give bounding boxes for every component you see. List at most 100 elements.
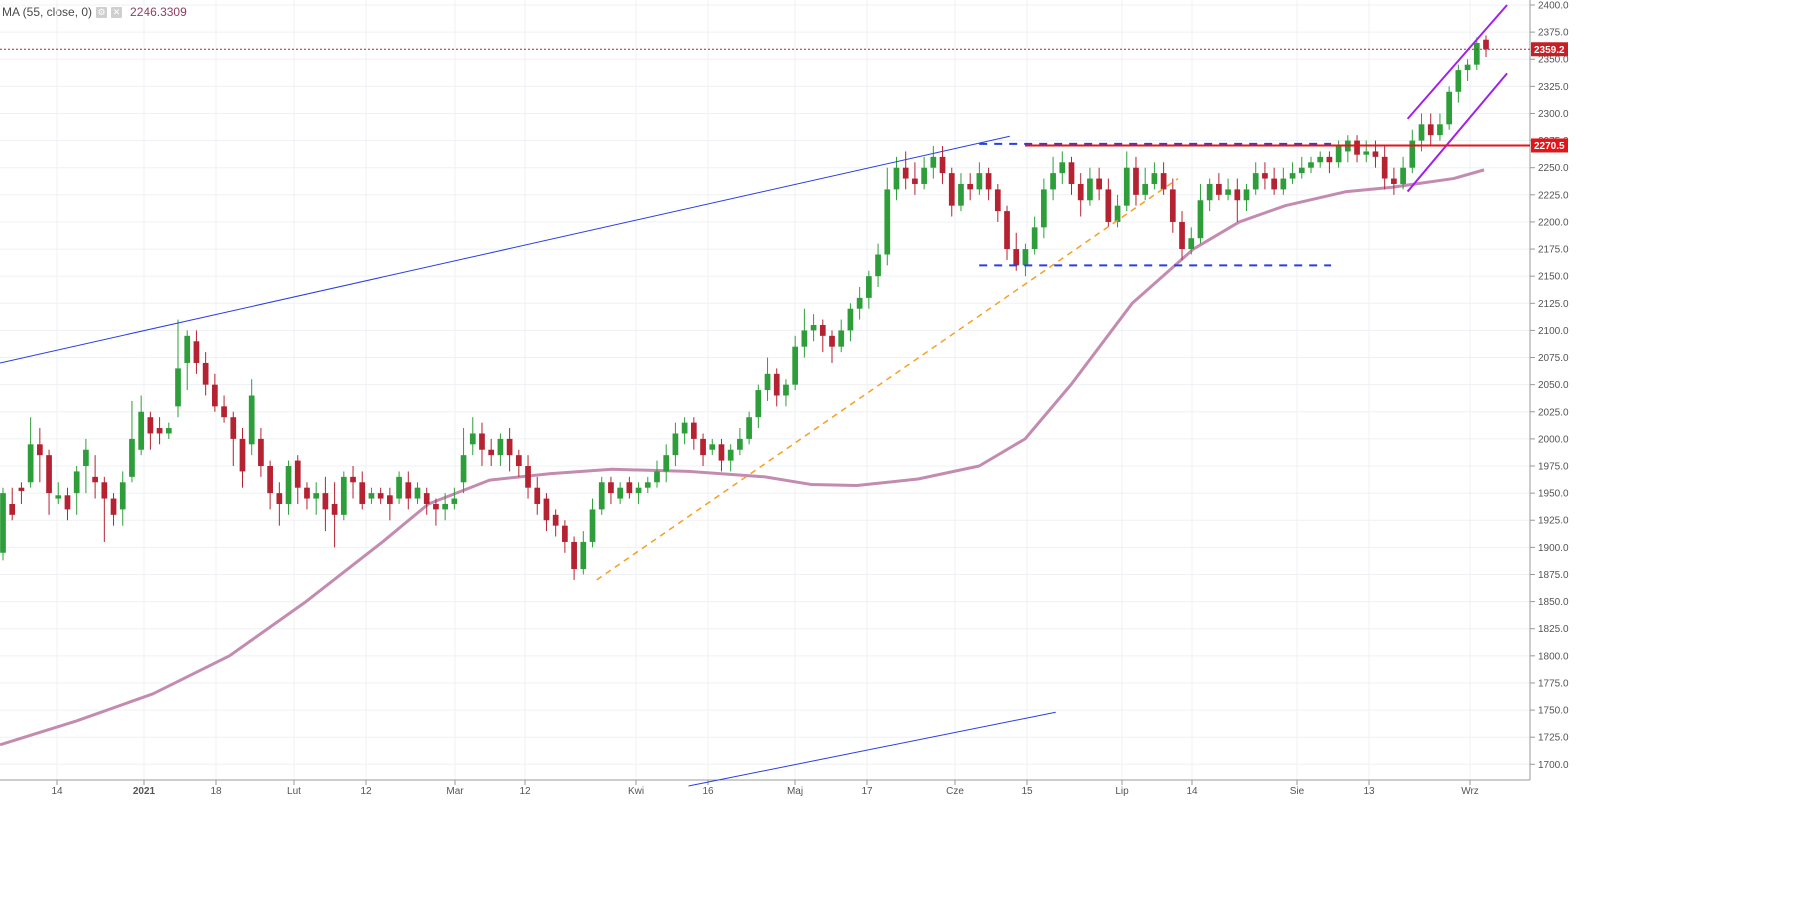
y-tick-label: 2225.0 <box>1538 190 1569 201</box>
candle-body <box>294 460 301 488</box>
candle-body <box>1004 211 1010 250</box>
candle-body <box>359 482 366 504</box>
candle-body <box>1105 189 1112 222</box>
candle-body <box>1206 183 1213 201</box>
y-tick-label: 2250.0 <box>1538 163 1569 174</box>
x-tick-label: 15 <box>1021 786 1033 797</box>
candle-body <box>1271 178 1277 190</box>
candle-body <box>1409 140 1416 168</box>
candle-body <box>709 444 716 450</box>
candle-body <box>764 373 771 391</box>
y-tick-label: 1850.0 <box>1538 597 1569 608</box>
candle-body <box>239 438 246 472</box>
candle-body <box>543 498 550 521</box>
candle-body <box>718 444 725 461</box>
candle-body <box>1022 249 1029 266</box>
candle-body <box>654 471 660 483</box>
price-tag-label: 2359.2 <box>1534 45 1565 56</box>
candle-body <box>1077 183 1084 201</box>
candle-body <box>1252 173 1259 190</box>
y-tick-label: 1800.0 <box>1538 651 1569 662</box>
candle-body <box>212 384 218 407</box>
candle-body <box>1280 178 1287 190</box>
candle-body <box>939 156 946 174</box>
candle-body <box>810 324 817 331</box>
candle-body <box>534 487 541 504</box>
candle-body <box>1437 124 1443 136</box>
settings-icon[interactable]: ⚙ <box>96 6 108 18</box>
candle-body <box>921 167 927 184</box>
y-tick-label: 2325.0 <box>1538 82 1569 93</box>
candle-body <box>635 487 642 494</box>
y-tick-label: 2350.0 <box>1538 55 1569 66</box>
candle-body <box>138 411 145 450</box>
candle-body <box>598 482 605 510</box>
y-tick-label: 2050.0 <box>1538 380 1569 391</box>
candle-body <box>1068 162 1075 184</box>
x-tick-label: 17 <box>861 786 873 797</box>
candle-body <box>340 476 347 515</box>
candle-body <box>515 455 522 467</box>
candle-body <box>672 433 679 456</box>
x-tick-label: 12 <box>519 786 531 797</box>
candle-body <box>1151 173 1158 184</box>
candle-body <box>1308 162 1314 168</box>
y-tick-label: 2200.0 <box>1538 217 1569 228</box>
candle-body <box>1483 39 1489 50</box>
candle-body <box>1096 178 1102 190</box>
candle-body <box>129 438 135 477</box>
candle-body <box>681 422 688 434</box>
candle-body <box>1298 167 1305 174</box>
candle-body <box>700 438 706 456</box>
candle-body <box>589 509 596 542</box>
y-tick-label: 2150.0 <box>1538 272 1569 283</box>
candle-body <box>350 476 356 483</box>
candle-body <box>727 449 734 461</box>
candle-body <box>1418 124 1425 141</box>
candle-body <box>994 189 1001 212</box>
candle-body <box>46 455 52 494</box>
candle-body <box>958 183 964 206</box>
upper-trend-line <box>0 135 1010 364</box>
y-tick-label: 1975.0 <box>1538 462 1569 473</box>
candle-body <box>1427 124 1434 136</box>
candle-body <box>92 476 98 483</box>
y-tick-label: 1775.0 <box>1538 678 1569 689</box>
y-tick-label: 1900.0 <box>1538 543 1569 554</box>
candle-body <box>64 495 71 510</box>
candle-body <box>690 422 697 439</box>
candle-body <box>414 487 421 499</box>
x-tick-label: 14 <box>1186 786 1198 797</box>
candle-body <box>792 346 799 385</box>
candle-body <box>819 324 826 336</box>
candle-body <box>175 368 181 407</box>
candle-body <box>304 487 310 499</box>
candle-body <box>1455 70 1462 92</box>
candle-body <box>1142 183 1149 195</box>
y-tick-label: 2075.0 <box>1538 353 1569 364</box>
candle-body <box>737 438 743 450</box>
candle-body <box>1400 167 1406 184</box>
y-tick-label: 1700.0 <box>1538 760 1569 771</box>
channel-lower-line <box>1406 72 1508 193</box>
candle-body <box>55 495 62 499</box>
candle-body <box>893 167 900 190</box>
y-tick-label: 2375.0 <box>1538 28 1569 39</box>
x-tick-label: Kwi <box>628 786 644 797</box>
candle-body <box>1169 189 1176 222</box>
close-icon[interactable]: ✕ <box>111 6 123 18</box>
candle-body <box>930 156 937 168</box>
candle-body <box>1041 189 1047 228</box>
orange-trend-line <box>596 177 1179 581</box>
candle-body <box>1031 227 1038 250</box>
candle-body <box>552 514 559 526</box>
x-tick-label: Lut <box>287 786 301 797</box>
candle-body <box>644 482 651 488</box>
candle-body <box>1059 162 1066 174</box>
candle-body <box>1317 156 1324 163</box>
candle-body <box>663 455 670 472</box>
x-tick-label: 14 <box>51 786 63 797</box>
candle-body <box>755 390 762 418</box>
x-tick-label: Maj <box>787 786 803 797</box>
